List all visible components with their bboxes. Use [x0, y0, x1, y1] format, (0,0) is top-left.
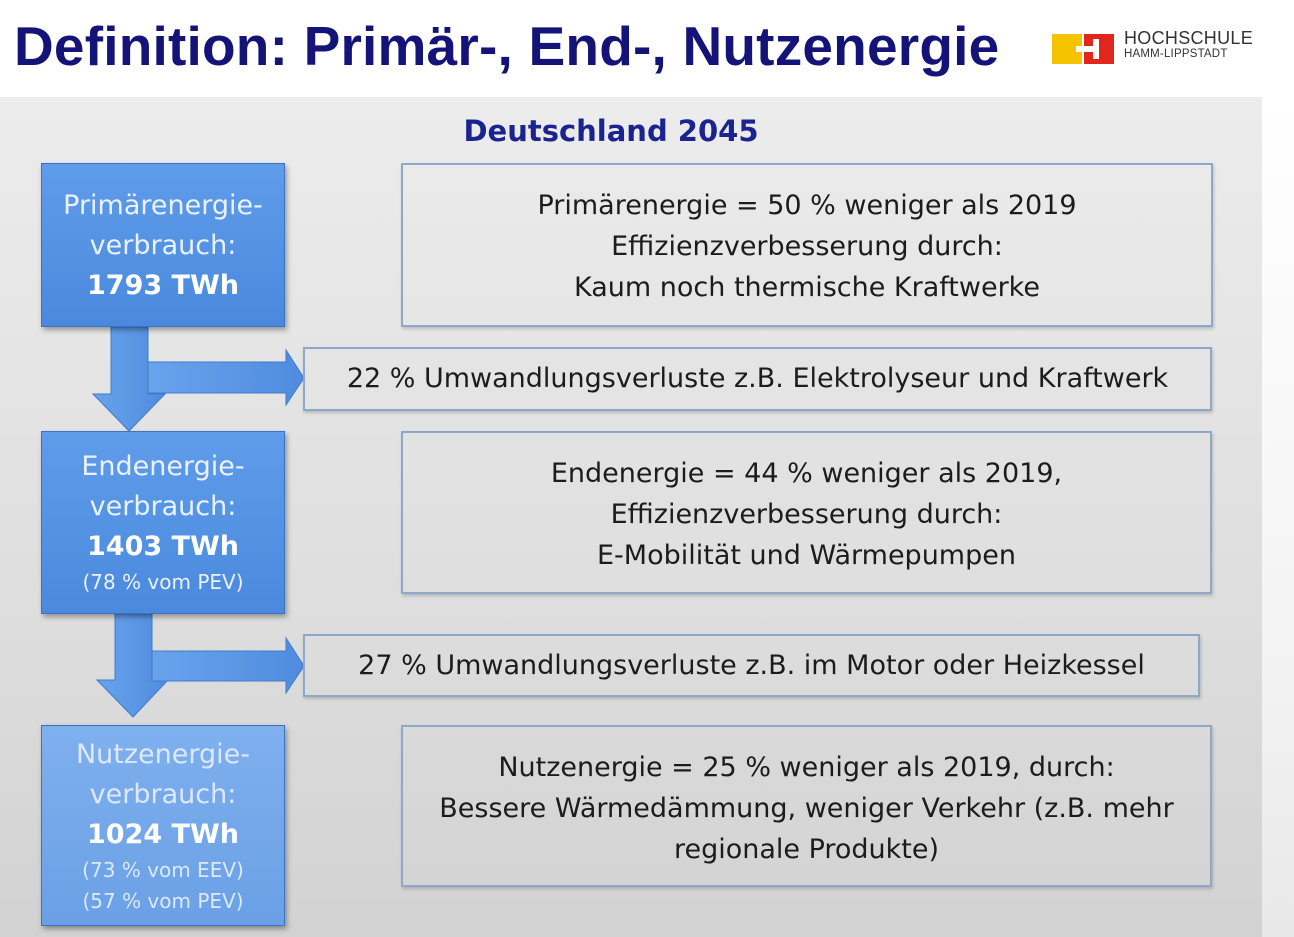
final-info-line-1: Endenergie = 44 % weniger als 2019,: [550, 458, 1063, 489]
primary-label-2: verbrauch:: [89, 230, 237, 261]
conversion-loss-1: 22 % Umwandlungsverluste z.B. Elektrolys…: [303, 347, 1212, 411]
useful-energy-box: Nutzenergie- verbrauch: 1024 TWh (73 % v…: [41, 725, 285, 926]
primary-info-line-3: Kaum noch thermische Kraftwerke: [574, 272, 1040, 303]
useful-info-line-1: Nutzenergie = 25 % weniger als 2019, dur…: [498, 752, 1115, 783]
final-label-1: Endenergie-: [81, 451, 245, 482]
useful-value: 1024 TWh: [87, 819, 239, 850]
university-logo: HOCHSCHULE HAMM-LIPPSTADT: [1052, 28, 1267, 70]
final-energy-box: Endenergie- verbrauch: 1403 TWh (78 % vo…: [41, 431, 285, 614]
final-note-1: (78 % vom PEV): [82, 570, 244, 594]
final-label-2: verbrauch:: [89, 491, 237, 522]
primary-value: 1793 TWh: [87, 270, 239, 301]
logo-mark-icon: [1052, 34, 1114, 64]
slide-title: Definition: Primär-, End-, Nutzenergie: [14, 15, 1000, 77]
primary-info-line-2: Effizienzverbesserung durch:: [611, 231, 1003, 262]
final-info-line-3: E-Mobilität und Wärmepumpen: [597, 540, 1016, 571]
logo-line2: HAMM-LIPPSTADT: [1124, 48, 1228, 60]
primary-energy-box: Primärenergie- verbrauch: 1793 TWh: [41, 163, 285, 327]
final-info-line-2: Effizienzverbesserung durch:: [610, 499, 1003, 530]
logo-text: HOCHSCHULE HAMM-LIPPSTADT: [1124, 28, 1254, 62]
useful-label-2: verbrauch:: [89, 779, 237, 810]
diagram-subtitle: Deutschland 2045: [463, 114, 759, 148]
final-value: 1403 TWh: [87, 531, 239, 562]
primary-info-box: Primärenergie = 50 % weniger als 2019 Ef…: [401, 163, 1213, 327]
useful-info-line-2: Bessere Wärmedämmung, weniger Verkehr (z…: [439, 793, 1174, 824]
useful-info-box: Nutzenergie = 25 % weniger als 2019, dur…: [401, 725, 1212, 887]
useful-label-1: Nutzenergie-: [75, 739, 251, 770]
useful-note-2: (57 % vom PEV): [82, 889, 244, 913]
useful-info-line-3: regionale Produkte): [673, 834, 940, 865]
side-strip: [1262, 97, 1294, 937]
useful-note-1: (73 % vom EEV): [82, 858, 244, 882]
conversion-loss-2: 27 % Umwandlungsverluste z.B. im Motor o…: [303, 634, 1200, 697]
primary-info-line-1: Primärenergie = 50 % weniger als 2019: [537, 190, 1077, 221]
primary-label-1: Primärenergie-: [63, 190, 263, 221]
logo-line1: HOCHSCHULE: [1124, 28, 1254, 48]
final-info-box: Endenergie = 44 % weniger als 2019, Effi…: [401, 431, 1212, 594]
